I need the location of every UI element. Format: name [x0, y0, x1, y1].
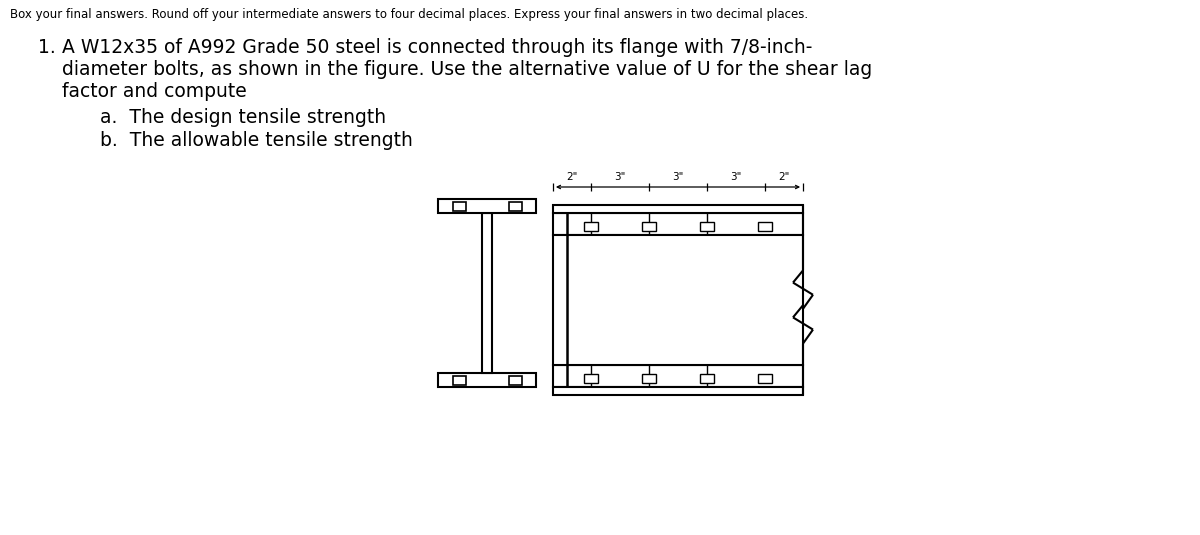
Text: a.  The design tensile strength: a. The design tensile strength — [100, 108, 386, 127]
Bar — [642, 374, 656, 383]
Text: 2": 2" — [778, 172, 790, 182]
Bar — [700, 374, 714, 383]
Bar — [642, 222, 656, 231]
Bar — [584, 374, 599, 383]
Text: 3": 3" — [672, 172, 684, 182]
Bar — [438, 199, 536, 213]
Text: diameter bolts, as shown in the figure. Use the alternative value of U for the s: diameter bolts, as shown in the figure. … — [62, 60, 872, 79]
Text: 3": 3" — [614, 172, 626, 182]
Bar — [553, 365, 803, 387]
Bar — [553, 235, 803, 365]
Bar — [509, 202, 522, 210]
Bar — [509, 376, 522, 385]
Bar — [482, 213, 492, 373]
Bar — [438, 373, 536, 387]
Bar — [553, 213, 803, 235]
Bar — [452, 202, 466, 210]
Text: b.  The allowable tensile strength: b. The allowable tensile strength — [100, 131, 413, 150]
Bar — [584, 222, 599, 231]
Text: 3": 3" — [730, 172, 742, 182]
Bar — [452, 376, 466, 385]
Bar — [553, 387, 803, 395]
Text: 2": 2" — [566, 172, 578, 182]
Bar — [553, 205, 803, 213]
Bar — [757, 374, 772, 383]
Text: factor and compute: factor and compute — [62, 82, 247, 101]
Text: A W12x35 of A992 Grade 50 steel is connected through its flange with 7/8-inch-: A W12x35 of A992 Grade 50 steel is conne… — [62, 38, 812, 57]
Bar — [757, 222, 772, 231]
Text: Box your final answers. Round off your intermediate answers to four decimal plac: Box your final answers. Round off your i… — [10, 8, 808, 21]
Bar — [700, 222, 714, 231]
Text: 1.: 1. — [38, 38, 55, 57]
